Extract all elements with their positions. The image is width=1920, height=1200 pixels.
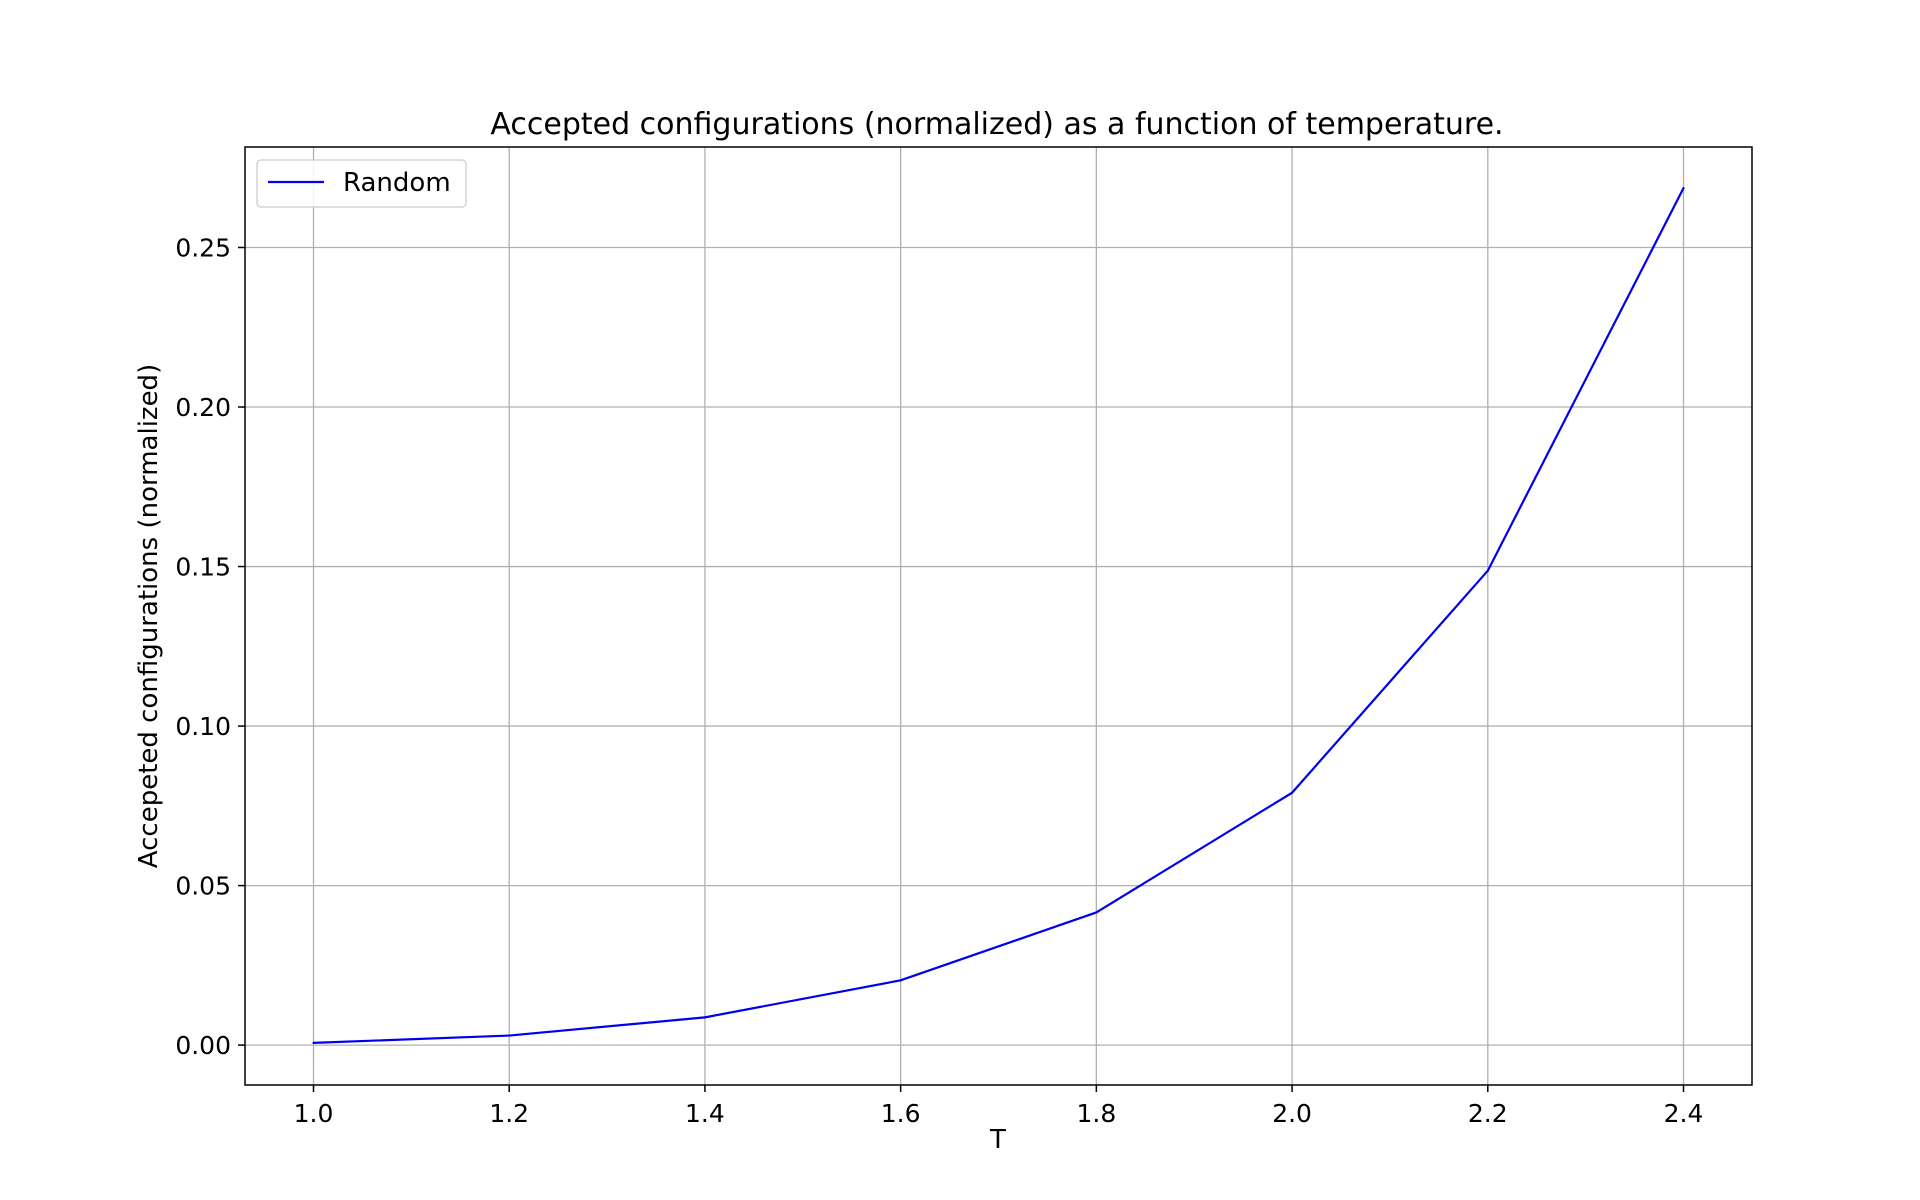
x-tick-label: 2.2 — [1468, 1099, 1508, 1128]
x-tick-label: 1.8 — [1076, 1099, 1116, 1128]
data-point — [508, 1034, 511, 1037]
y-tick-label: 0.05 — [175, 872, 231, 901]
grid-lines — [245, 147, 1752, 1085]
x-tick-label: 1.6 — [881, 1099, 921, 1128]
y-axis-label: Accepeted configurations (normalized) — [134, 364, 164, 868]
series-layer — [312, 187, 1685, 1044]
legend-box — [256, 159, 467, 208]
x-tick-label: 2.4 — [1664, 1099, 1704, 1128]
chart-title: Accepted configurations (normalized) as … — [490, 107, 1503, 142]
y-tick-label: 0.20 — [175, 393, 231, 422]
data-point — [1290, 791, 1294, 794]
x-axis-label: T — [989, 1125, 1006, 1155]
data-point — [899, 979, 902, 982]
data-point — [1682, 187, 1685, 190]
x-tick-label: 1.0 — [294, 1099, 334, 1128]
y-tick-label: 0.25 — [175, 234, 231, 263]
y-tick-label: 0.00 — [175, 1031, 231, 1060]
y-tick-label: 0.15 — [175, 553, 231, 582]
legend-label-random: Random — [343, 168, 451, 198]
y-tick-label: 0.10 — [175, 712, 231, 741]
x-tick-label: 1.2 — [489, 1099, 529, 1128]
data-point — [1486, 569, 1489, 572]
data-point — [312, 1041, 315, 1044]
series-line-random — [313, 187, 1685, 1044]
y-axis-ticks: 0.00 0.05 0.10 0.15 0.20 0.25 — [175, 234, 245, 1060]
data-point — [703, 1016, 707, 1019]
x-axis-ticks: 1.0 1.2 1.4 1.6 1.8 2.0 2.2 2.4 — [294, 1085, 1704, 1128]
plot-frame — [244, 146, 1753, 1086]
data-point — [1095, 911, 1098, 914]
x-tick-label: 2.0 — [1272, 1099, 1312, 1128]
x-tick-label: 1.4 — [685, 1099, 725, 1128]
legend: Random — [256, 159, 467, 208]
